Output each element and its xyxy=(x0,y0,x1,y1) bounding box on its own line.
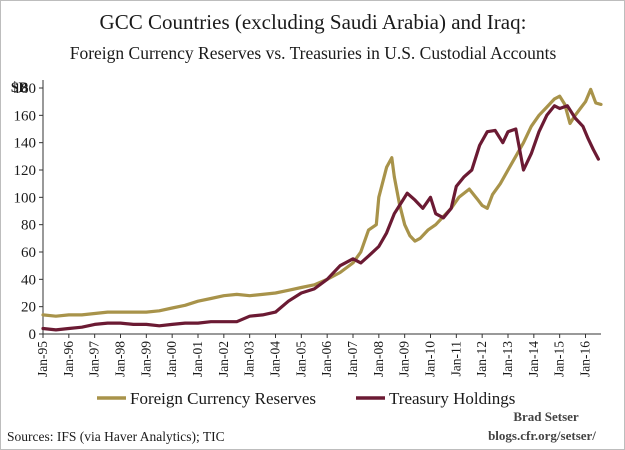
x-tick-label: Jan-16 xyxy=(578,341,593,377)
chart-title: GCC Countries (excluding Saudi Arabia) a… xyxy=(100,10,527,34)
x-tick-label: Jan-06 xyxy=(319,341,334,377)
credit-author: Brad Setser xyxy=(513,409,579,424)
x-tick-label: Jan-04 xyxy=(268,341,283,377)
y-tick-label: 80 xyxy=(21,218,36,234)
legend: Foreign Currency Reserves Treasury Holdi… xyxy=(97,389,515,408)
y-tick-label: 40 xyxy=(21,272,36,288)
x-tick-label: Jan-13 xyxy=(500,341,515,377)
credit-site: blogs.cfr.org/setser/ xyxy=(488,428,596,443)
x-tick-label: Jan-10 xyxy=(423,341,438,377)
x-tick-label: Jan-02 xyxy=(216,341,231,377)
x-tick-label: Jan-95 xyxy=(35,341,50,377)
x-tick-label: Jan-09 xyxy=(397,341,412,377)
x-tick-label: Jan-00 xyxy=(164,341,179,377)
series-line-reserves xyxy=(41,87,603,318)
y-tick-label: 20 xyxy=(21,300,36,316)
x-tick-label: Jan-96 xyxy=(61,341,76,377)
x-tick-label: Jan-01 xyxy=(190,341,205,377)
x-tick-label: Jan-08 xyxy=(371,341,386,377)
x-tick-label: Jan-07 xyxy=(345,341,360,377)
x-tick-label: Jan-03 xyxy=(242,341,257,377)
y-axis: 0 20 40 60 80 100 120 140 160 180 xyxy=(14,80,44,343)
legend-label-reserves: Foreign Currency Reserves xyxy=(130,389,316,408)
x-axis: Jan-95 Jan-96 Jan-97 Jan-98 Jan-99 Jan-00 Jan-… xyxy=(35,333,601,377)
plot-lines xyxy=(41,87,603,332)
y-tick-label: 100 xyxy=(14,190,37,206)
y-axis-unit: $B xyxy=(11,80,29,96)
source-note: Sources: IFS (via Haver Analytics); TIC xyxy=(7,429,225,444)
y-tick-label: 140 xyxy=(14,136,37,152)
y-tick-label: 0 xyxy=(29,327,37,343)
y-tick-label: 160 xyxy=(14,108,37,124)
x-tick-label: Jan-05 xyxy=(293,341,308,377)
y-tick-label: 120 xyxy=(14,163,37,179)
x-tick-label: Jan-14 xyxy=(526,341,541,377)
x-tick-label: Jan-15 xyxy=(552,341,567,377)
x-tick-label: Jan-97 xyxy=(87,341,102,377)
series-line-treasuries xyxy=(41,104,600,332)
x-tick-label: Jan-98 xyxy=(113,341,128,377)
x-tick-label: Jan-11 xyxy=(448,341,463,377)
y-tick-label: 60 xyxy=(21,245,36,261)
y-tick-label: 180 xyxy=(14,81,37,97)
legend-label-treasuries: Treasury Holdings xyxy=(389,389,515,408)
x-tick-label: Jan-12 xyxy=(474,341,489,377)
chart-subtitle: Foreign Currency Reserves vs. Treasuries… xyxy=(70,43,557,63)
x-tick-label: Jan-99 xyxy=(138,341,153,377)
